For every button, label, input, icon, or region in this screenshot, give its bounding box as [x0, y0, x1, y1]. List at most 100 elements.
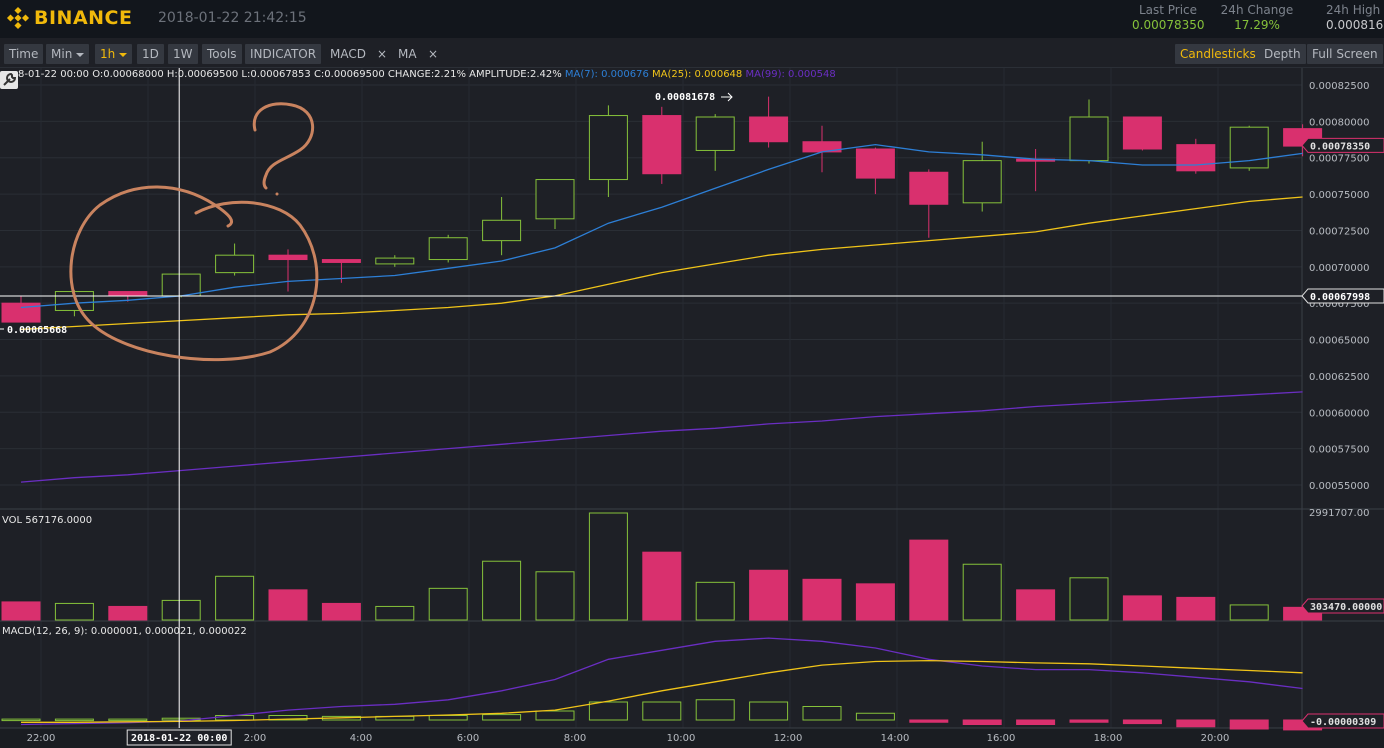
candle-body — [962, 160, 1002, 204]
brand-name: BINANCE — [34, 7, 133, 29]
candle-body — [215, 254, 255, 274]
price-axis-label: 0.00080000 — [1309, 117, 1369, 128]
last-price-tag-box — [1301, 137, 1384, 153]
candle-body — [642, 115, 682, 175]
time-axis-label: 8:00 — [564, 733, 586, 744]
price-axis-label: 0.00065000 — [1309, 336, 1369, 347]
candle — [535, 179, 575, 229]
volume-bar — [909, 539, 949, 621]
macd-hist-bar — [535, 710, 575, 721]
candle — [1122, 116, 1162, 151]
macd-histogram — [1, 699, 1323, 731]
volume-bar — [161, 599, 201, 621]
volume-bar — [802, 578, 842, 621]
binance-logo-icon — [6, 6, 30, 30]
macd-signal-line — [21, 659, 1303, 723]
max-price-marker: 0.00081678 — [655, 92, 733, 103]
last-price-tag-text: 0.00078350 — [1310, 141, 1370, 152]
volume-bar — [1016, 589, 1056, 621]
time-axis-label: 16:00 — [987, 733, 1016, 744]
candle — [1069, 99, 1109, 164]
time-axis-label: 20:00 — [1201, 733, 1230, 744]
hour-dropdown[interactable]: 1h — [95, 44, 133, 64]
max-price-text: 0.00081678 — [655, 92, 715, 103]
high-label: 24h High — [1326, 3, 1381, 17]
ma-remove-icon[interactable]: × — [428, 47, 439, 61]
candle-body — [695, 116, 735, 151]
candle — [855, 147, 895, 195]
macd-hist-bar — [588, 701, 628, 721]
hand-drawn-annotation — [69, 102, 319, 362]
min-price-text: 0.00065668 — [7, 325, 67, 336]
macd-indicator[interactable]: MACD — [330, 47, 366, 61]
macd-hist-bar — [268, 715, 308, 721]
wrench-icon[interactable] — [0, 71, 18, 89]
candle-body — [749, 116, 789, 143]
volume-bar — [855, 583, 895, 621]
ma99-line — [20, 391, 1303, 483]
depth-tab[interactable]: Depth — [1259, 44, 1306, 64]
candle — [268, 249, 308, 292]
candle-body — [909, 171, 949, 205]
candle-body — [482, 219, 522, 242]
macd-hist-bar — [962, 719, 1002, 725]
macd-hist-bar — [855, 712, 895, 721]
candle — [909, 169, 949, 238]
ma7-legend: MA(7): 0.000676 — [564, 69, 649, 80]
tools-button[interactable]: Tools — [202, 44, 242, 64]
price-axis: 0.00082500 0.00080000 0.00077500 0.00075000… — [1309, 81, 1369, 519]
macd-hist-bar — [1016, 719, 1056, 725]
macd-hist-bar — [749, 701, 789, 721]
volume-bar — [1122, 595, 1162, 621]
brand-logo[interactable]: BINANCE — [6, 6, 132, 30]
arrow-right-icon — [721, 92, 733, 102]
ohlc-legend: 8-01-22 00:00 O:0.00068000 H:0.00069500 … — [18, 69, 836, 80]
change-stat: 24h Change 17.29% — [1220, 3, 1294, 32]
volume-bar — [1, 601, 41, 621]
candle-body — [375, 257, 415, 265]
macd-hist-bar — [108, 718, 148, 722]
price-axis-label: 0.00077500 — [1309, 154, 1369, 165]
min-dropdown[interactable]: Min — [46, 44, 90, 64]
change-value: 17.29% — [1234, 18, 1280, 32]
fullscreen-button[interactable]: Full Screen — [1307, 44, 1383, 64]
volume-bar — [321, 602, 361, 621]
ma-indicator[interactable]: MA — [398, 47, 417, 61]
time-axis-label: 6:00 — [457, 733, 479, 744]
crosshair-time-tag: 2018-01-22 00:00 — [126, 729, 232, 746]
time-axis-background — [0, 728, 1384, 748]
price-axis-label: 0.00062500 — [1309, 372, 1369, 383]
last-price-stat: Last Price 0.00078350 — [1132, 3, 1205, 32]
ma25-legend: MA(25): 0.000648 — [652, 69, 743, 80]
volume-bar — [588, 512, 628, 621]
macd-current-tag-text: -0.00000309 — [1310, 717, 1376, 728]
crosshair-price-tag-box — [1301, 288, 1384, 304]
time-button[interactable]: Time — [4, 44, 44, 64]
day-button[interactable]: 1D — [137, 44, 164, 64]
time-axis-label: 18:00 — [1094, 733, 1123, 744]
candle-body — [535, 179, 575, 220]
candle — [428, 234, 468, 263]
candle-body — [268, 254, 308, 261]
candle — [588, 105, 628, 197]
candlesticks-tab[interactable]: Candlesticks — [1175, 44, 1261, 64]
candle — [375, 255, 415, 267]
time-axis-label: 4:00 — [350, 733, 372, 744]
high-value: 0.0008167 — [1326, 18, 1384, 32]
crosshair-price-tag-text: 0.00067998 — [1310, 292, 1370, 303]
macd-remove-icon[interactable]: × — [377, 47, 388, 61]
chart-toolbar: Time Min 1h 1D 1W Tools INDICATOR MACD ×… — [0, 40, 1384, 68]
volume-bar — [1229, 604, 1269, 621]
candle — [642, 106, 682, 184]
indicator-button[interactable]: INDICATOR — [245, 44, 322, 64]
volume-current-tag: 303470.00000 — [1301, 598, 1384, 614]
macd-hist-bar — [428, 715, 468, 721]
candle — [215, 243, 255, 276]
candle-body — [588, 115, 628, 181]
macd-hist-bar — [215, 715, 255, 721]
ma7-line — [20, 143, 1303, 309]
price-axis-label: 0.00070000 — [1309, 263, 1369, 274]
week-button[interactable]: 1W — [168, 44, 198, 64]
time-axis-label: 22:00 — [27, 733, 56, 744]
